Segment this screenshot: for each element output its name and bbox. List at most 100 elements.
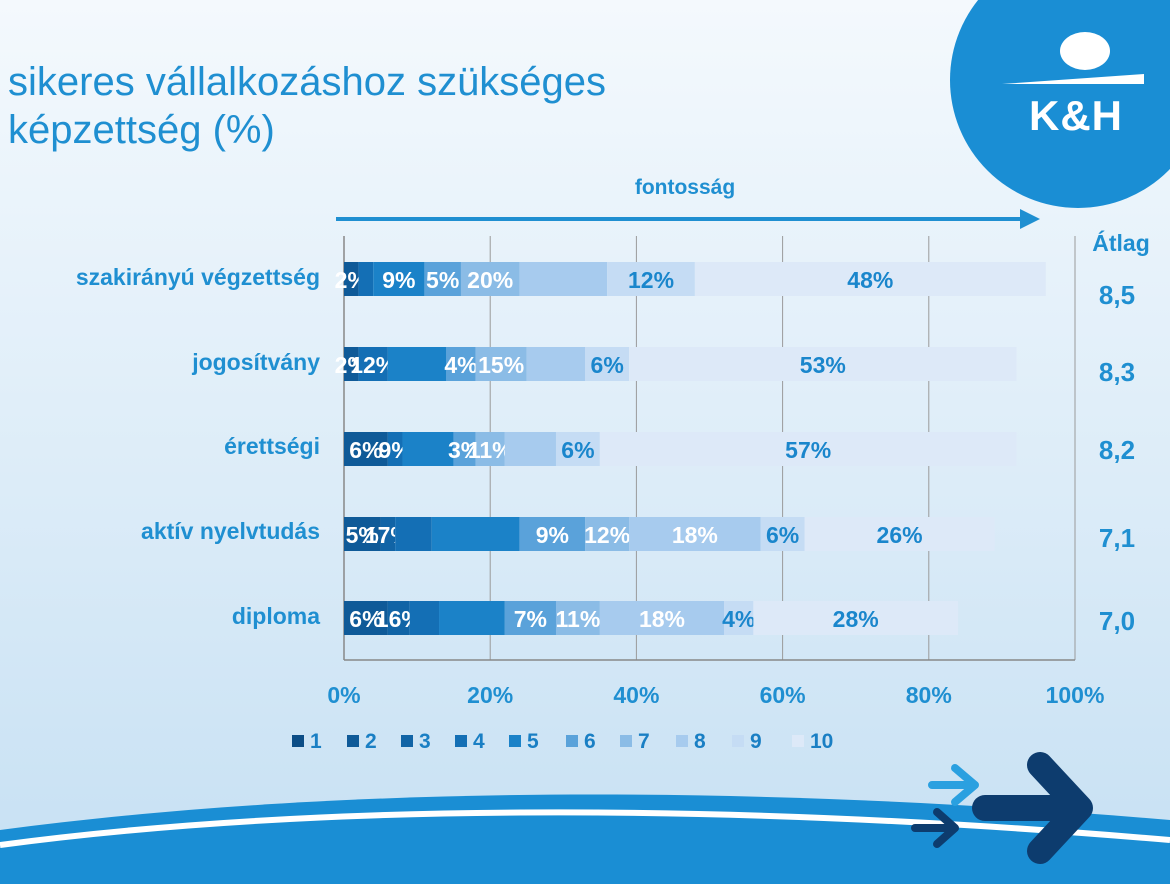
category-label: jogosítvány xyxy=(192,349,320,375)
title-line-1: sikeres vállalkozáshoz szükséges xyxy=(8,60,607,104)
bar-segment xyxy=(344,601,388,635)
bar-segment xyxy=(475,347,527,381)
average-value: 7,1 xyxy=(1098,523,1136,553)
legend-item: 7 xyxy=(620,730,650,758)
segment-value-label: 20% xyxy=(467,267,513,293)
legend-label: 10 xyxy=(810,730,834,753)
bar-segment xyxy=(599,432,1017,466)
segment-value-label: 11% xyxy=(556,606,601,632)
category-label: diploma xyxy=(231,603,320,629)
segment-value-label: 5% xyxy=(346,522,379,548)
bar-segment xyxy=(424,262,461,296)
bar-segment xyxy=(358,262,374,296)
legend-item: 9 xyxy=(732,730,762,758)
legend-swatch xyxy=(509,735,521,747)
segment-value-label: 4% xyxy=(444,352,477,378)
logo-figure-icon xyxy=(1060,32,1110,70)
legend-label: 4 xyxy=(473,730,485,753)
bar-segment xyxy=(753,601,959,635)
legend-swatch xyxy=(732,735,744,747)
bar-segment xyxy=(504,432,556,466)
average-column-header: Átlag xyxy=(1092,230,1150,256)
bar-segment xyxy=(358,347,388,381)
bar-segment xyxy=(446,347,476,381)
bar-segment xyxy=(804,517,995,551)
legend-label: 3 xyxy=(419,730,431,753)
bar-segment xyxy=(431,517,520,551)
legend-item: 1 xyxy=(292,730,322,758)
logo-text: K&H xyxy=(1029,92,1123,139)
segment-value-label: 4% xyxy=(722,606,755,632)
segment-value-label: 28% xyxy=(833,606,879,632)
bar-segment xyxy=(387,432,403,466)
legend-item: 3 xyxy=(401,730,431,758)
segment-value-label: 5% xyxy=(426,267,459,293)
segment-value-label: 12% xyxy=(584,522,630,548)
bar-segment xyxy=(475,432,505,466)
segment-value-label: 15% xyxy=(478,352,524,378)
average-value: 8,3 xyxy=(1098,357,1136,387)
segment-value-label: 18% xyxy=(672,522,718,548)
x-tick-label: 20% xyxy=(467,682,513,708)
legend-label: 6 xyxy=(584,730,596,753)
legend-swatch xyxy=(401,735,413,747)
legend-swatch xyxy=(566,735,578,747)
legend-label: 5 xyxy=(527,730,539,753)
bar-segment xyxy=(629,517,761,551)
bar-segment xyxy=(629,347,1017,381)
legend-swatch xyxy=(292,735,304,747)
segment-value-label: 6% xyxy=(591,352,624,378)
segment-value-label: 26% xyxy=(877,522,923,548)
bar-segment xyxy=(409,601,440,635)
segment-value-label: 6% xyxy=(349,606,382,632)
legend-swatch xyxy=(792,735,804,747)
average-value: 8,5 xyxy=(1098,280,1136,310)
large-arrow-icon xyxy=(972,752,1093,864)
category-label: szakirányú végzettség xyxy=(75,264,320,290)
bar-segment xyxy=(453,432,476,466)
bar-segment xyxy=(460,262,520,296)
bar-segment xyxy=(387,347,447,381)
legend-item: 4 xyxy=(455,730,485,758)
bar-segment xyxy=(373,262,425,296)
legend-item: 6 xyxy=(566,730,596,758)
bar-segment xyxy=(599,601,725,635)
bar-segment xyxy=(694,262,1046,296)
bar-segment xyxy=(402,432,454,466)
category-label: aktív nyelvtudás xyxy=(141,518,320,544)
bar-segment xyxy=(555,601,600,635)
average-value: 7,0 xyxy=(1098,606,1136,636)
legend-swatch xyxy=(347,735,359,747)
legend-label: 7 xyxy=(638,730,650,753)
bar-segment xyxy=(504,601,556,635)
segment-value-label: 6% xyxy=(766,522,799,548)
bottom-wave-highlight xyxy=(0,809,1170,848)
logo-bar xyxy=(1002,74,1144,84)
bar-segment xyxy=(380,517,396,551)
bar-segment xyxy=(607,262,695,296)
x-tick-label: 0% xyxy=(327,682,360,708)
importance-arrow-label: fontosság xyxy=(634,176,736,199)
segment-value-label: 53% xyxy=(800,352,846,378)
segment-value-label: 48% xyxy=(847,267,893,293)
importance-arrow-head-icon xyxy=(1020,209,1040,229)
bar-segment xyxy=(439,601,505,635)
legend-label: 8 xyxy=(694,730,706,753)
bar-segment xyxy=(519,262,608,296)
bar-segment xyxy=(519,517,586,551)
bar-segment xyxy=(526,347,586,381)
small-arrow-icon xyxy=(911,808,959,848)
legend-label: 1 xyxy=(310,730,322,753)
x-tick-label: 40% xyxy=(613,682,659,708)
legend-item: 5 xyxy=(509,730,539,758)
bar-segment xyxy=(344,347,359,381)
segment-value-label: 18% xyxy=(639,606,685,632)
bar-segment xyxy=(387,601,410,635)
bar-segment xyxy=(344,517,381,551)
segment-value-label: 7% xyxy=(514,606,547,632)
x-tick-label: 100% xyxy=(1046,682,1105,708)
segment-value-label: 57% xyxy=(785,437,831,463)
legend-label: 2 xyxy=(365,730,377,753)
